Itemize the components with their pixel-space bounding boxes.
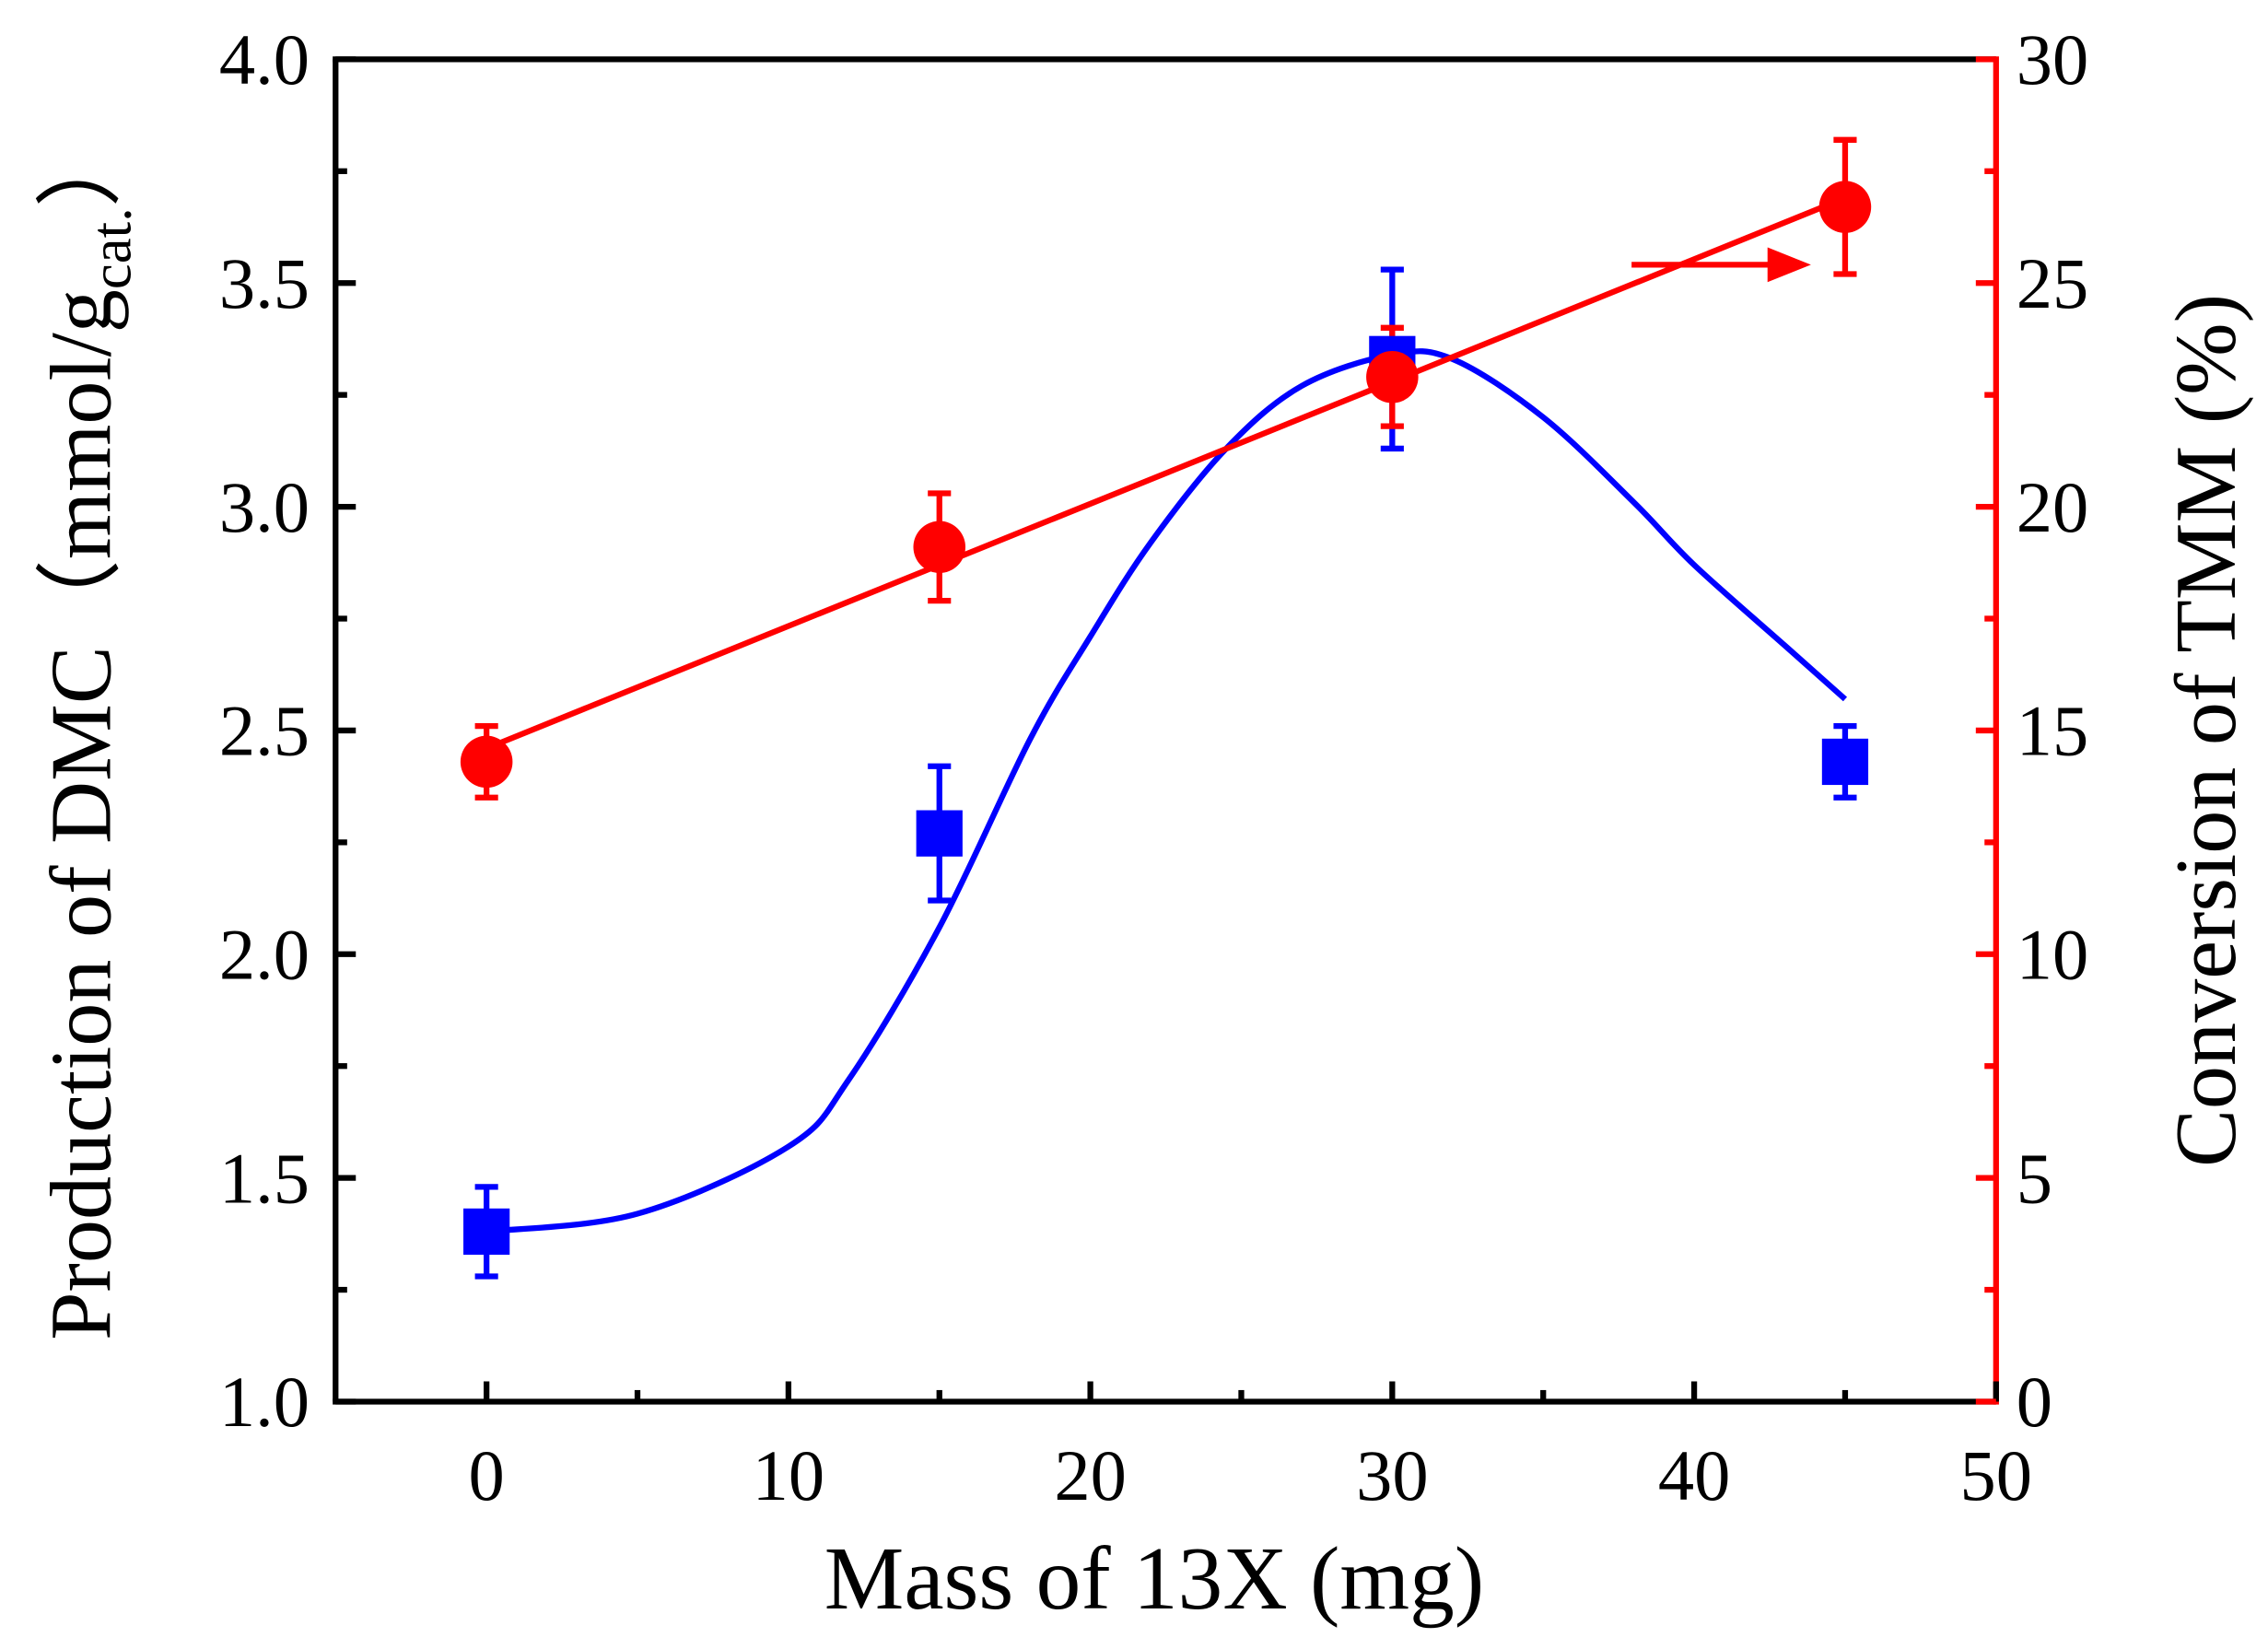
x-tick-label: 50	[1960, 1435, 2033, 1515]
y-left-tick-label: 2.0	[219, 914, 310, 994]
tmm-point	[1818, 181, 1872, 233]
dmc-fit-curve	[485, 348, 1848, 1235]
right-arrow-icon	[1767, 247, 1811, 283]
y-left-title-subscript: cat.	[78, 207, 143, 289]
dmc-point	[1821, 738, 1869, 786]
y-left-tick-label: 2.5	[219, 691, 310, 771]
x-tick-label: 40	[1658, 1435, 1731, 1515]
y-left-tick-label: 3.0	[219, 467, 310, 547]
tmm-point	[1366, 350, 1419, 403]
tmm-fit-line	[485, 195, 1847, 752]
y-left-title-close: ）	[33, 121, 129, 207]
y-left-title-main: Production of DMC（mmol/g	[33, 289, 129, 1340]
y-right-tick-label: 10	[2017, 914, 2089, 994]
y-right-tick-label: 30	[2017, 19, 2089, 99]
y-left-tick-label: 1.5	[219, 1138, 310, 1218]
x-tick-label: 20	[1054, 1435, 1127, 1515]
x-tick-label: 10	[753, 1435, 825, 1515]
tmm-point	[460, 735, 513, 789]
y-right-tick-label: 25	[2017, 243, 2089, 323]
dmc-point	[916, 810, 963, 857]
y-axis-right-title: Conversion of TMM (%)	[2158, 294, 2254, 1167]
x-axis-title: Mass of 13X (mg)	[824, 1529, 1484, 1629]
tmm-point	[913, 520, 966, 574]
dmc-point	[463, 1208, 510, 1256]
y-right-tick-label: 20	[2017, 467, 2089, 547]
y-left-tick-label: 4.0	[219, 19, 310, 99]
x-tick-label: 0	[469, 1435, 505, 1515]
x-tick-label: 30	[1356, 1435, 1429, 1515]
y-left-tick-label: 3.5	[219, 243, 310, 323]
y-axis-left-title: Production of DMC（mmol/gcat.）	[33, 121, 143, 1340]
y-right-tick-label: 5	[2017, 1138, 2052, 1218]
y-left-tick-label: 1.0	[219, 1362, 310, 1442]
y-right-tick-label: 15	[2017, 691, 2089, 771]
y-right-tick-label: 0	[2017, 1362, 2052, 1442]
